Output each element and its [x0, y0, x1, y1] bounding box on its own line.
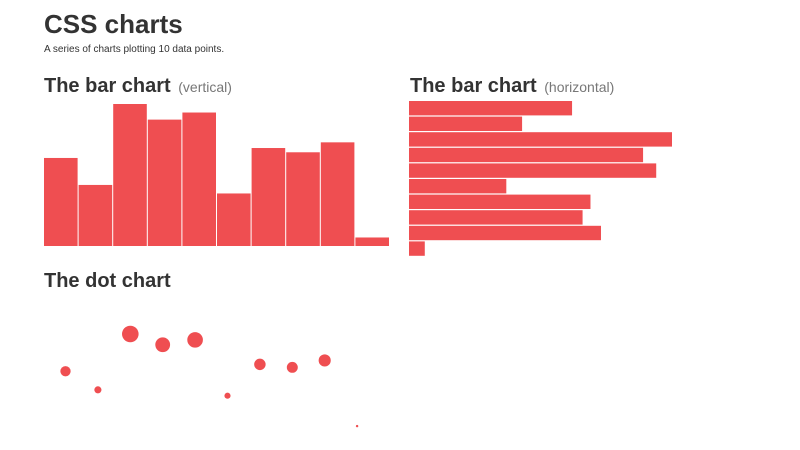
- vertical-bar-chart-subtitle: (vertical): [178, 79, 232, 95]
- dot-chart-title-text: The dot chart: [44, 270, 171, 292]
- vertical-bar-1: [44, 157, 78, 246]
- vertical-bar-4: [147, 119, 182, 246]
- dot-7: [254, 358, 266, 371]
- dot-6: [224, 392, 231, 399]
- horizontal-bar-3: [409, 132, 672, 147]
- horizontal-bar-5: [409, 163, 657, 178]
- page-subtitle: A series of charts plotting 10 data poin…: [44, 44, 225, 55]
- page-title: CSS charts: [44, 9, 183, 39]
- horizontal-bar-6: [409, 179, 507, 194]
- dot-3: [122, 325, 139, 343]
- horizontal-bar-9: [409, 225, 601, 241]
- horizontal-bar-chart-title: The bar chart (horizontal): [410, 74, 614, 99]
- horizontal-bar-7: [409, 194, 591, 209]
- vertical-bar-5: [182, 112, 216, 246]
- horizontal-bar-10: [409, 241, 425, 256]
- dot-1: [60, 366, 71, 377]
- horizontal-bar-1: [409, 101, 573, 116]
- dot-chart-title: The dot chart: [44, 269, 171, 293]
- vertical-bar-3: [113, 104, 147, 246]
- vertical-bar-chart-title: The bar chart (vertical): [44, 74, 232, 99]
- dot-chart: [60, 325, 359, 428]
- horizontal-bar-8: [409, 210, 583, 225]
- vertical-bar-9: [320, 142, 355, 246]
- vertical-bar-6: [217, 193, 251, 246]
- dot-5: [187, 332, 203, 348]
- vertical-bar-10: [355, 237, 389, 246]
- dot-2: [94, 386, 102, 394]
- horizontal-bar-chart: [409, 101, 672, 256]
- vertical-bar-chart: [44, 104, 389, 246]
- dot-8: [286, 361, 298, 373]
- vertical-bar-8: [286, 152, 320, 246]
- vertical-bar-chart-title-text: The bar chart: [44, 75, 171, 97]
- horizontal-bar-chart-title-text: The bar chart: [410, 75, 537, 97]
- horizontal-bar-2: [409, 116, 523, 131]
- horizontal-bar-chart-subtitle: (horizontal): [544, 79, 615, 95]
- dot-9: [318, 354, 331, 367]
- vertical-bar-2: [78, 184, 113, 246]
- dot-4: [155, 337, 171, 353]
- dot-10: [355, 424, 359, 428]
- vertical-bar-7: [251, 148, 286, 246]
- horizontal-bar-4: [409, 147, 644, 163]
